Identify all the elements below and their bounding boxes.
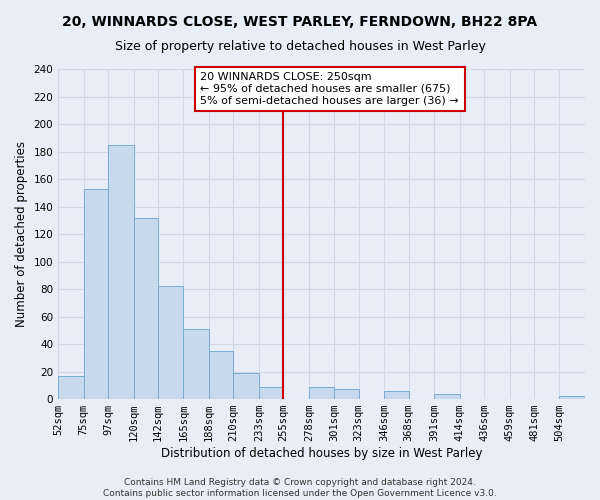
X-axis label: Distribution of detached houses by size in West Parley: Distribution of detached houses by size …: [161, 447, 482, 460]
Bar: [334, 390, 359, 399]
Bar: [309, 386, 334, 399]
Bar: [209, 351, 233, 399]
Bar: [233, 373, 259, 399]
Bar: [58, 376, 83, 399]
Bar: [184, 329, 209, 399]
Bar: [434, 394, 460, 399]
Bar: [259, 386, 283, 399]
Text: 20 WINNARDS CLOSE: 250sqm
← 95% of detached houses are smaller (675)
5% of semi-: 20 WINNARDS CLOSE: 250sqm ← 95% of detac…: [200, 72, 459, 106]
Bar: [384, 391, 409, 399]
Bar: [134, 218, 158, 399]
Text: 20, WINNARDS CLOSE, WEST PARLEY, FERNDOWN, BH22 8PA: 20, WINNARDS CLOSE, WEST PARLEY, FERNDOW…: [62, 15, 538, 29]
Bar: [158, 286, 184, 399]
Text: Size of property relative to detached houses in West Parley: Size of property relative to detached ho…: [115, 40, 485, 53]
Text: Contains HM Land Registry data © Crown copyright and database right 2024.
Contai: Contains HM Land Registry data © Crown c…: [103, 478, 497, 498]
Bar: [108, 144, 134, 399]
Bar: [83, 188, 108, 399]
Y-axis label: Number of detached properties: Number of detached properties: [15, 141, 28, 327]
Bar: [559, 396, 585, 399]
